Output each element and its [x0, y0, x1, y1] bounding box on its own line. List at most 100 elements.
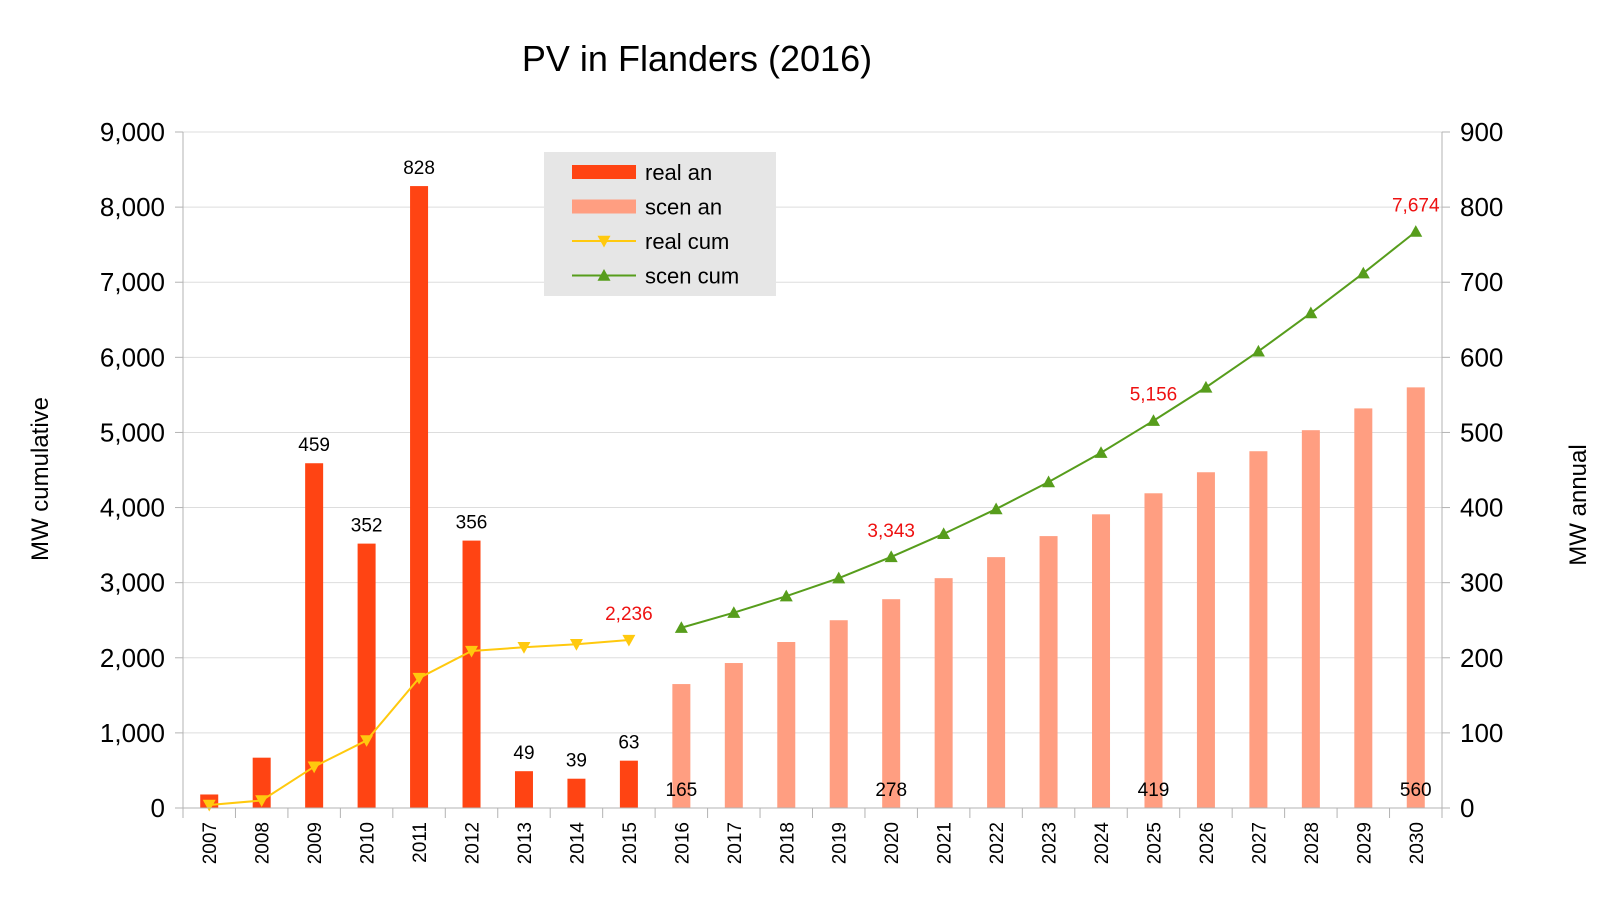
y-tick-label-right: 300: [1460, 568, 1503, 598]
x-tick-label: 2012: [463, 822, 484, 864]
point-scen-cum: [727, 606, 741, 618]
data-label-real-an: 828: [403, 158, 435, 179]
x-tick-label: 2030: [1407, 822, 1428, 864]
data-label-real-an: 356: [456, 513, 488, 534]
y-tick-label-right: 200: [1460, 643, 1503, 673]
x-tick-label: 2016: [672, 822, 693, 864]
data-label-real-an: 49: [513, 743, 534, 764]
data-label-scen-an: 560: [1400, 780, 1432, 801]
x-tick-label: 2021: [935, 822, 956, 864]
bar-real-an: [619, 760, 638, 808]
point-real-cum: [360, 735, 374, 747]
y-tick-label-right: 0: [1460, 793, 1474, 823]
bar-scen-an: [724, 663, 743, 808]
x-tick-label: 2009: [305, 822, 326, 864]
data-label-scen-cum: 7,674: [1392, 196, 1440, 217]
y-tick-label-right: 600: [1460, 342, 1503, 372]
bar-scen-an: [1249, 451, 1268, 808]
data-labels: 459 352 828 356 49 39 63 165 278 419 560 2,236 3,343…: [298, 158, 1440, 801]
x-tick-label: 2019: [830, 822, 851, 864]
bar-scen-an: [1406, 387, 1425, 808]
legend-scen-an-swatch: [572, 199, 636, 214]
tick-labels: 0 0 1,000 100 2,000 200 3,000 300 4,000 400 5,000 5…: [100, 117, 1503, 864]
y-axis-right-label: MW annual: [1565, 444, 1592, 565]
point-scen-cum: [1409, 225, 1423, 237]
bar-scen-an: [1092, 514, 1111, 808]
series-lines: [202, 225, 1423, 812]
legend-real-cum-marker: [597, 235, 611, 248]
point-scen-cum: [674, 621, 688, 633]
gridlines: [183, 131, 1442, 734]
legend-scen-cum-marker: [597, 269, 611, 281]
point-scen-cum: [1042, 475, 1056, 488]
legend-scen-an-label: scen an: [645, 195, 722, 220]
legend-real-an-swatch: [572, 165, 636, 179]
point-real-cum: [465, 645, 479, 658]
y-tick-label-right: 400: [1460, 493, 1503, 523]
x-tick-label: 2010: [358, 822, 379, 864]
x-tick-label: 2013: [515, 822, 536, 864]
data-label-scen-an: 419: [1138, 780, 1170, 801]
x-tick-label: 2008: [253, 822, 274, 864]
bar-real-an: [567, 778, 586, 808]
bar-scen-an: [882, 599, 901, 808]
data-label-real-an: 459: [298, 435, 330, 456]
y-tick-label-left: 7,000: [100, 267, 165, 297]
point-scen-cum: [1094, 446, 1108, 458]
x-tick-label: 2015: [620, 822, 641, 864]
y-tick-label-left: 1,000: [100, 718, 165, 748]
point-scen-cum: [1251, 344, 1265, 357]
y-tick-label-left: 5,000: [100, 417, 165, 447]
data-label-real-an: 63: [618, 733, 639, 754]
bar-scen-an: [829, 620, 848, 808]
y-tick-label-right: 100: [1460, 718, 1503, 748]
y-tick-label-left: 8,000: [100, 192, 165, 222]
bar-scen-an: [1354, 408, 1373, 808]
point-real-cum: [307, 761, 321, 774]
bar-real-an: [514, 771, 533, 808]
y-tick-label-right: 700: [1460, 267, 1503, 297]
x-tick-label: 2017: [725, 822, 746, 864]
y-tick-label-left: 4,000: [100, 493, 165, 523]
data-label-scen-an: 278: [875, 780, 907, 801]
point-scen-cum: [1146, 414, 1160, 426]
legend-real-an-label: real an: [645, 160, 712, 185]
chart-title: PV in Flanders (2016): [522, 38, 872, 79]
bar-real-an: [462, 540, 481, 808]
point-scen-cum: [1304, 306, 1318, 319]
x-tick-label: 2014: [567, 822, 588, 865]
bar-scen-an: [1144, 493, 1163, 808]
y-tick-label-left: 3,000: [100, 568, 165, 598]
bar-scen-an: [777, 642, 796, 808]
x-tick-label: 2025: [1144, 822, 1165, 864]
point-scen-cum: [937, 527, 951, 540]
x-tick-label: 2020: [882, 822, 903, 864]
point-real-cum: [202, 799, 216, 812]
bar-real-an: [410, 186, 429, 808]
x-tick-label: 2029: [1354, 822, 1375, 864]
y-tick-label-right: 500: [1460, 417, 1503, 447]
data-label-scen-cum: 3,343: [867, 521, 915, 542]
bar-scen-an: [987, 557, 1006, 808]
legend: real an scen an real cum scen cum: [544, 152, 776, 296]
x-tick-label: 2007: [200, 822, 221, 864]
y-tick-label-right: 900: [1460, 117, 1503, 147]
data-label-scen-cum: 5,156: [1130, 385, 1178, 406]
point-scen-cum: [1356, 266, 1370, 279]
data-label-real-an: 39: [566, 751, 587, 772]
axes: [175, 131, 1450, 818]
bars: [200, 186, 1425, 808]
y-axis-left-label: MW cumulative: [27, 397, 54, 561]
point-real-cum: [255, 795, 269, 807]
x-tick-label: 2022: [987, 822, 1008, 864]
bar-scen-an: [1301, 430, 1320, 808]
x-tick-label: 2023: [1040, 822, 1061, 864]
y-tick-label-left: 0: [151, 793, 165, 823]
bar-scen-an: [1196, 472, 1215, 808]
bar-scen-an: [672, 684, 691, 808]
bar-scen-an: [934, 578, 953, 808]
y-tick-label-left: 9,000: [100, 117, 165, 147]
x-tick-label: 2018: [777, 822, 798, 864]
